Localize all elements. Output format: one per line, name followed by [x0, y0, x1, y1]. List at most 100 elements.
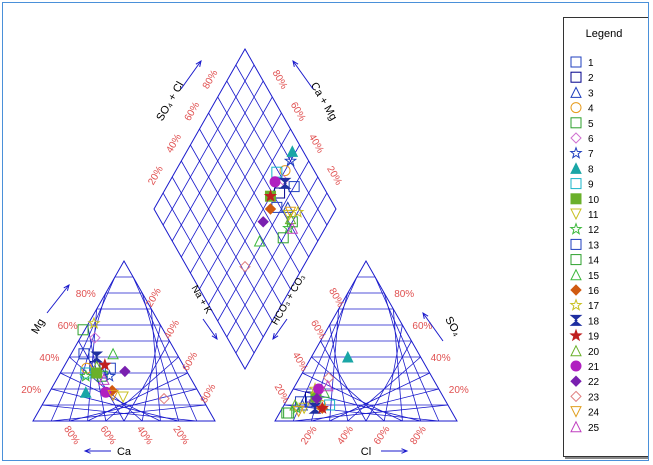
- legend-label: 17: [588, 301, 600, 312]
- arrow-shaft: [422, 312, 444, 342]
- cation-point-11: [117, 391, 129, 404]
- legend-entry: 24: [570, 406, 600, 419]
- tick-label: 60%: [308, 318, 328, 341]
- diamond-point-18: [278, 177, 292, 189]
- diamond-point-2: [274, 187, 286, 199]
- cation-point-19: [98, 358, 112, 371]
- cation-point-25: [98, 373, 110, 385]
- diamond-point-16: [264, 203, 277, 215]
- legend-marker: [570, 254, 582, 266]
- anion-point-14: [281, 407, 293, 419]
- triangle-grid: [32, 259, 216, 422]
- diamond-point-22: [257, 216, 269, 228]
- tick-label: 80%: [270, 68, 290, 91]
- legend-marker: [570, 208, 582, 221]
- legend-entry: 8: [570, 162, 594, 175]
- chart-frame: 20% 20% 80% 40% 40% 60% 60% 60% 40% 80% 80% 20% 20% 2…: [2, 2, 649, 461]
- arrow-shaft: [46, 284, 70, 314]
- tick-label: 40%: [39, 353, 59, 364]
- axis-arrow-hco3: [272, 318, 288, 341]
- tick-label: 80%: [199, 382, 219, 405]
- legend-entry: 4: [570, 102, 594, 115]
- legend-marker: [570, 238, 582, 250]
- cation-point-14: [77, 324, 89, 336]
- anion-point-22: [311, 392, 323, 405]
- legend-marker: [570, 420, 582, 433]
- grid-line: [180, 96, 273, 258]
- arrow-head: [422, 311, 429, 319]
- legend-label: 3: [588, 88, 594, 99]
- cation-point-13: [78, 348, 90, 360]
- legend-label: 1: [588, 58, 594, 69]
- legend-marker: [570, 71, 582, 83]
- legend: Legend 1 2 3 4 5 6 7 8 9 10 11 12 13 14 15 16 17 18 19 20 21…: [563, 17, 648, 457]
- tick-label: 40%: [162, 318, 182, 341]
- legend-label: 9: [588, 180, 594, 191]
- axis-arrow-na-k: [202, 318, 218, 341]
- tick-label: 20%: [144, 286, 164, 309]
- legend-title: Legend: [585, 28, 623, 40]
- grid-line: [132, 276, 198, 422]
- grid-line: [60, 372, 161, 422]
- axis-title-mg: Mg: [29, 317, 47, 336]
- diamond-point-19: [263, 189, 278, 202]
- axis-title-hco3: HCO₃ + CO₃: [270, 272, 308, 327]
- cation-point-6: [89, 332, 101, 344]
- legend-marker: [570, 162, 582, 174]
- cation-point-21: [100, 386, 112, 398]
- axis-arrow-so4-cl: [180, 59, 202, 90]
- grid-line: [51, 388, 179, 422]
- arrow-head: [401, 448, 409, 454]
- tick-label: 20%: [21, 385, 41, 396]
- legend-marker: [570, 178, 582, 190]
- legend-marker: [570, 360, 582, 372]
- diamond-point-20: [284, 212, 297, 225]
- diamond-point-7: [283, 154, 298, 167]
- legend-entry: 14: [570, 254, 600, 267]
- legend-label: 21: [588, 362, 600, 373]
- tick-label: 20%: [449, 385, 469, 396]
- grid-line: [199, 128, 291, 290]
- legend-entry: 11: [570, 208, 599, 221]
- legend-marker: [570, 406, 582, 418]
- anion-point-8: [341, 350, 354, 363]
- legend-label: 4: [588, 104, 594, 115]
- cation-point-8: [79, 386, 92, 398]
- tick-label: 80%: [61, 424, 82, 447]
- legend-marker: [570, 375, 582, 387]
- legend-entry: 15: [570, 268, 600, 282]
- legend-label: 25: [588, 423, 600, 434]
- axis-title-na-k: Na + K: [189, 284, 214, 317]
- legend-label: 6: [588, 134, 594, 145]
- legend-label: 10: [588, 195, 600, 206]
- arrow-shaft: [180, 60, 202, 90]
- legend-entry: 3: [570, 86, 594, 99]
- arrow-shaft: [272, 318, 288, 340]
- triangle-outline: [274, 259, 458, 422]
- diamond-point-14: [277, 232, 289, 244]
- legend-entry: 13: [570, 238, 600, 251]
- legend-label: 12: [588, 225, 600, 236]
- legend-label: 22: [588, 377, 600, 388]
- legend-marker: [570, 86, 582, 98]
- legend-marker: [569, 222, 583, 235]
- legend-entry: 20: [570, 344, 600, 358]
- tick-label: 40%: [290, 350, 310, 373]
- axis-title-so4-cl: SO₄ + Cl: [154, 80, 186, 124]
- legend-marker: [570, 56, 582, 68]
- grid-line: [383, 292, 421, 422]
- arrow-head: [63, 283, 70, 291]
- legend-label: 18: [588, 316, 600, 327]
- legend-entry: 5: [570, 117, 594, 130]
- cation-point-17: [87, 316, 101, 330]
- arrow-shaft: [292, 60, 314, 90]
- legend-label: 5: [588, 119, 594, 130]
- grid-line: [217, 96, 310, 258]
- diamond-point-21: [269, 176, 281, 188]
- diamond-point-25: [286, 222, 299, 234]
- grid-line: [392, 308, 403, 422]
- cation-point-18: [90, 351, 104, 363]
- legend-entry: 23: [570, 390, 600, 403]
- grid-line: [141, 292, 179, 422]
- tick-label: 40%: [134, 424, 155, 447]
